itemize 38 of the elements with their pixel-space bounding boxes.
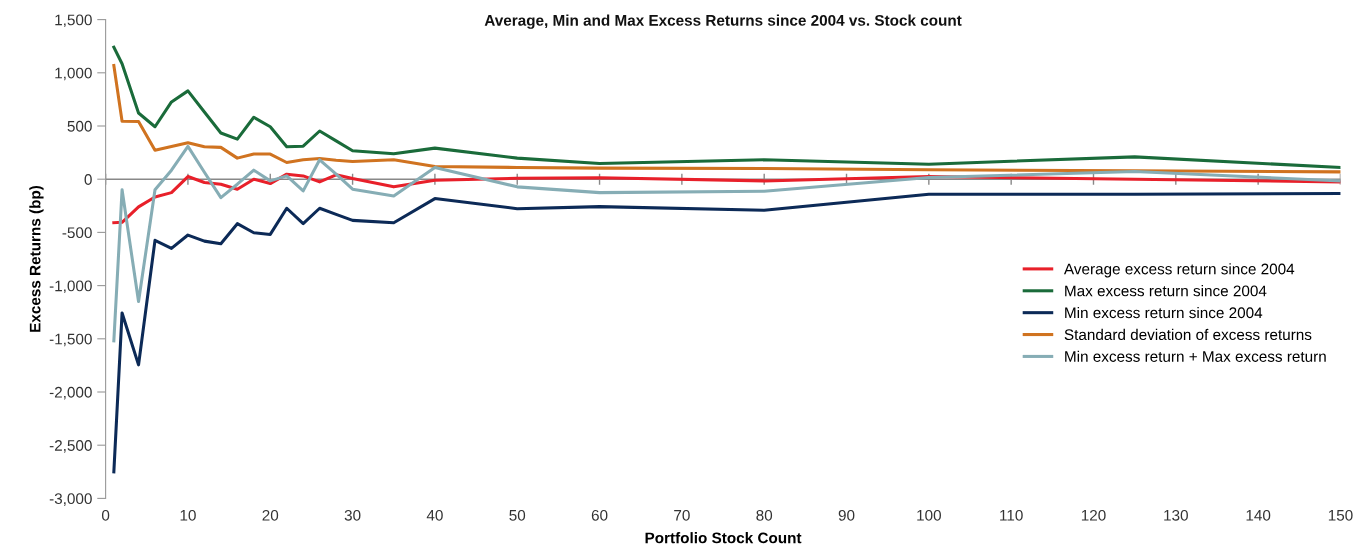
y-tick-label: 1,500 — [55, 14, 92, 28]
legend-label: Min excess return since 2004 — [1065, 306, 1263, 319]
x-tick-label: 40 — [426, 509, 443, 521]
x-tick-label: 150 — [1328, 509, 1353, 521]
x-tick-label: 0 — [101, 509, 110, 521]
chart-title: Average, Min and Max Excess Returns since 2004 vs. Stock count — [484, 14, 962, 29]
line-series — [112, 45, 1341, 170]
y-tick-label: -2,500 — [49, 440, 92, 453]
line-series — [112, 144, 1341, 343]
x-tick-label: 110 — [1000, 509, 1023, 521]
line-series — [112, 63, 1341, 174]
line-series — [112, 192, 1341, 474]
y-tick-label: 0 — [84, 174, 92, 185]
legend-label: Average excess return since 2004 — [1063, 263, 1295, 278]
x-tick-label: 50 — [509, 509, 526, 521]
x-tick-label: 70 — [674, 509, 690, 521]
x-tick-label: 140 — [1246, 509, 1271, 521]
y-tick-label: -1,000 — [49, 280, 92, 294]
y-tick-label: -2,000 — [49, 386, 92, 400]
legend-label: Standard deviation of excess returns — [1064, 328, 1312, 341]
y-tick-label: 1,000 — [55, 67, 92, 81]
y-axis-title: Excess Returns (bp) — [29, 185, 44, 332]
x-tick-label: 80 — [756, 509, 773, 521]
x-tick-label: 120 — [1081, 509, 1106, 521]
x-tick-label: 20 — [262, 509, 279, 521]
x-axis-title: Portfolio Stock Count — [645, 532, 802, 544]
legend-label: Min excess return + Max excess return — [1065, 350, 1326, 362]
x-tick-label: 100 — [917, 509, 941, 521]
x-tick-label: 130 — [1164, 509, 1188, 521]
y-tick-label: 500 — [67, 120, 92, 132]
x-tick-label: 60 — [591, 509, 608, 521]
y-tick-label: -500 — [62, 227, 92, 239]
x-tick-label: 30 — [344, 509, 361, 521]
y-tick-label: -3,000 — [49, 493, 92, 506]
legend-label: Max excess return since 2004 — [1065, 285, 1267, 297]
y-tick-label: -1,500 — [49, 333, 92, 347]
x-tick-label: 90 — [838, 509, 855, 521]
x-tick-label: 10 — [180, 509, 196, 521]
